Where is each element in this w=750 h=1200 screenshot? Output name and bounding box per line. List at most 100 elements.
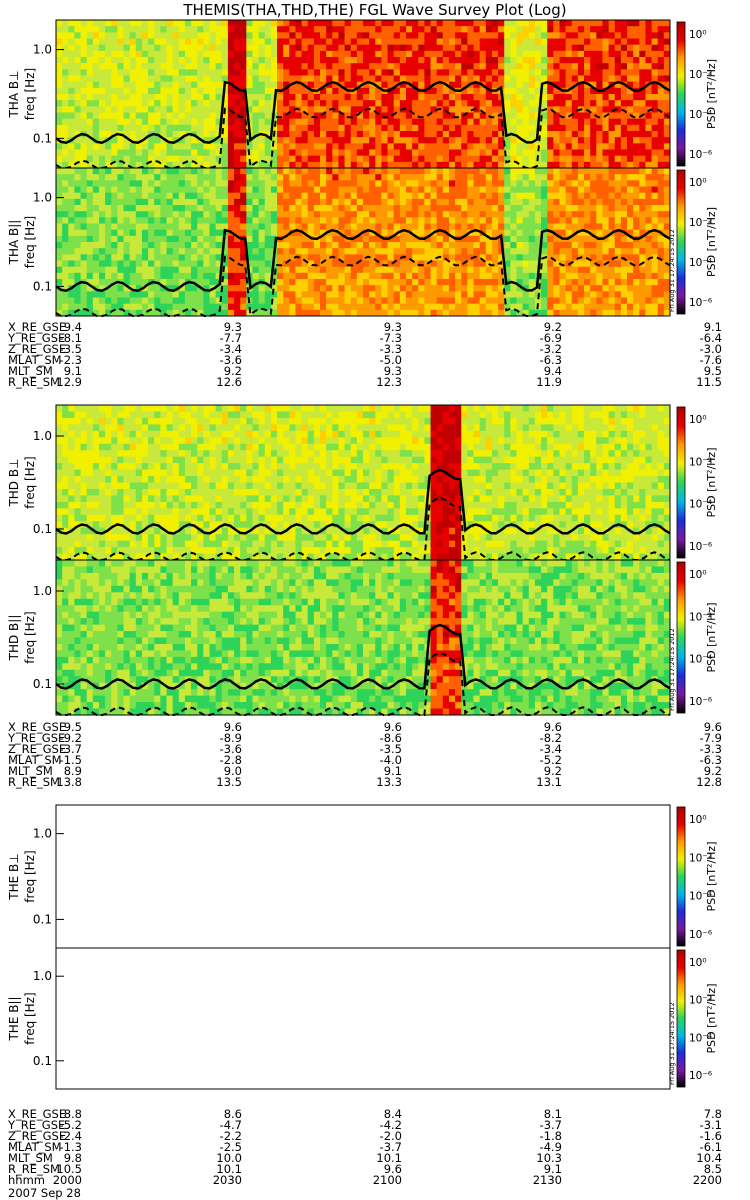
heatmap-cell <box>627 303 634 311</box>
heatmap-cell <box>375 149 382 157</box>
heatmap-cell <box>430 248 438 255</box>
heatmap-cell <box>105 266 112 274</box>
heatmap-cell <box>117 20 124 27</box>
solid-trace-line <box>55 228 671 292</box>
heatmap-cell <box>534 137 542 144</box>
heatmap-cell <box>633 124 640 132</box>
heatmap-cell <box>522 192 530 200</box>
heatmap-cell <box>393 20 401 27</box>
heatmap-cell <box>62 540 69 548</box>
heatmap-cell <box>105 254 112 261</box>
heatmap-cell <box>160 205 167 212</box>
heatmap-cell <box>203 131 210 138</box>
heatmap-cell <box>516 38 524 46</box>
heatmap-cell <box>338 297 345 305</box>
heatmap-cell <box>332 112 339 120</box>
heatmap-cell <box>584 112 591 120</box>
heatmap-cell <box>301 112 309 120</box>
heatmap-cell <box>277 266 284 274</box>
heatmap-cell <box>258 26 266 33</box>
heatmap-cell <box>485 235 493 243</box>
heatmap-cell <box>559 297 567 305</box>
heatmap-cell <box>234 94 241 101</box>
heatmap-cell <box>405 279 413 286</box>
heatmap-cell <box>363 100 370 107</box>
heatmap-cell <box>148 174 155 181</box>
heatmap-cell <box>307 279 315 286</box>
heatmap-cell <box>117 57 124 64</box>
heatmap-cell <box>510 168 517 175</box>
heatmap-cell <box>375 242 382 249</box>
heatmap-cell <box>320 198 327 206</box>
heatmap-cell <box>510 192 517 200</box>
heatmap-cell <box>307 297 315 305</box>
heatmap-cell <box>338 174 345 181</box>
heatmap-cell <box>516 285 524 292</box>
heatmap-cell <box>320 229 327 237</box>
heatmap-cell <box>602 155 609 163</box>
heatmap-cell <box>479 186 487 194</box>
heatmap-cell <box>522 309 530 317</box>
heatmap-cell <box>590 100 597 107</box>
heatmap-cell <box>461 229 468 237</box>
heatmap-cell <box>338 242 345 249</box>
heatmap-cell <box>516 32 524 39</box>
heatmap-cell <box>369 63 376 70</box>
heatmap-cell <box>301 272 309 280</box>
heatmap-cell <box>516 143 524 150</box>
heatmap-cell <box>240 161 247 169</box>
heatmap-cell <box>154 87 161 95</box>
heatmap-cell <box>203 285 210 292</box>
heatmap-cell <box>442 211 450 218</box>
heatmap-cell <box>436 192 444 200</box>
heatmap-cell <box>264 217 272 224</box>
heatmap-cell <box>485 124 493 132</box>
heatmap-cell <box>344 180 352 187</box>
heatmap-cell <box>191 81 198 89</box>
heatmap-cell <box>602 217 609 224</box>
heatmap-cell <box>473 44 481 52</box>
heatmap-cell <box>135 57 143 64</box>
heatmap-cell <box>234 63 241 70</box>
heatmap-cell <box>442 69 450 76</box>
heatmap-cell <box>320 32 327 39</box>
heatmap-cell <box>338 75 345 83</box>
heatmap-cell <box>105 198 112 206</box>
heatmap-cell <box>461 20 468 27</box>
heatmap-cell <box>614 211 622 218</box>
heatmap-cell <box>627 32 634 39</box>
heatmap-cell <box>74 106 81 113</box>
heatmap-cell <box>399 229 407 237</box>
heatmap-cell <box>62 235 69 243</box>
heatmap-cell <box>270 198 278 206</box>
heatmap-cell <box>620 285 628 292</box>
heatmap-cell <box>191 297 198 305</box>
heatmap-cell <box>68 482 75 490</box>
heatmap-cell <box>68 411 75 419</box>
heatmap-cell <box>86 217 94 224</box>
heatmap-cell <box>553 118 560 126</box>
heatmap-cell <box>74 69 81 76</box>
heatmap-cell <box>80 254 88 261</box>
heatmap-cell <box>332 106 339 113</box>
heatmap-cell <box>430 303 438 311</box>
heatmap-cell <box>577 69 585 76</box>
heatmap-cell <box>227 260 235 268</box>
heatmap-cell <box>326 26 333 33</box>
heatmap-cell <box>246 217 253 224</box>
heatmap-cell <box>387 20 395 27</box>
heatmap-cell <box>117 174 124 181</box>
heatmap-cell <box>258 180 266 187</box>
heatmap-cell <box>215 137 223 144</box>
heatmap-cell <box>172 38 180 46</box>
heatmap-cell <box>350 303 358 311</box>
heatmap-cell <box>221 26 229 33</box>
heatmap-cell <box>68 547 75 554</box>
heatmap-cell <box>320 44 327 52</box>
heatmap-cell <box>473 242 481 249</box>
heatmap-cell <box>436 180 444 187</box>
heatmap-cell <box>412 254 419 261</box>
heatmap-cell <box>424 124 431 132</box>
heatmap-cell <box>418 192 425 200</box>
heatmap-cell <box>504 75 511 83</box>
